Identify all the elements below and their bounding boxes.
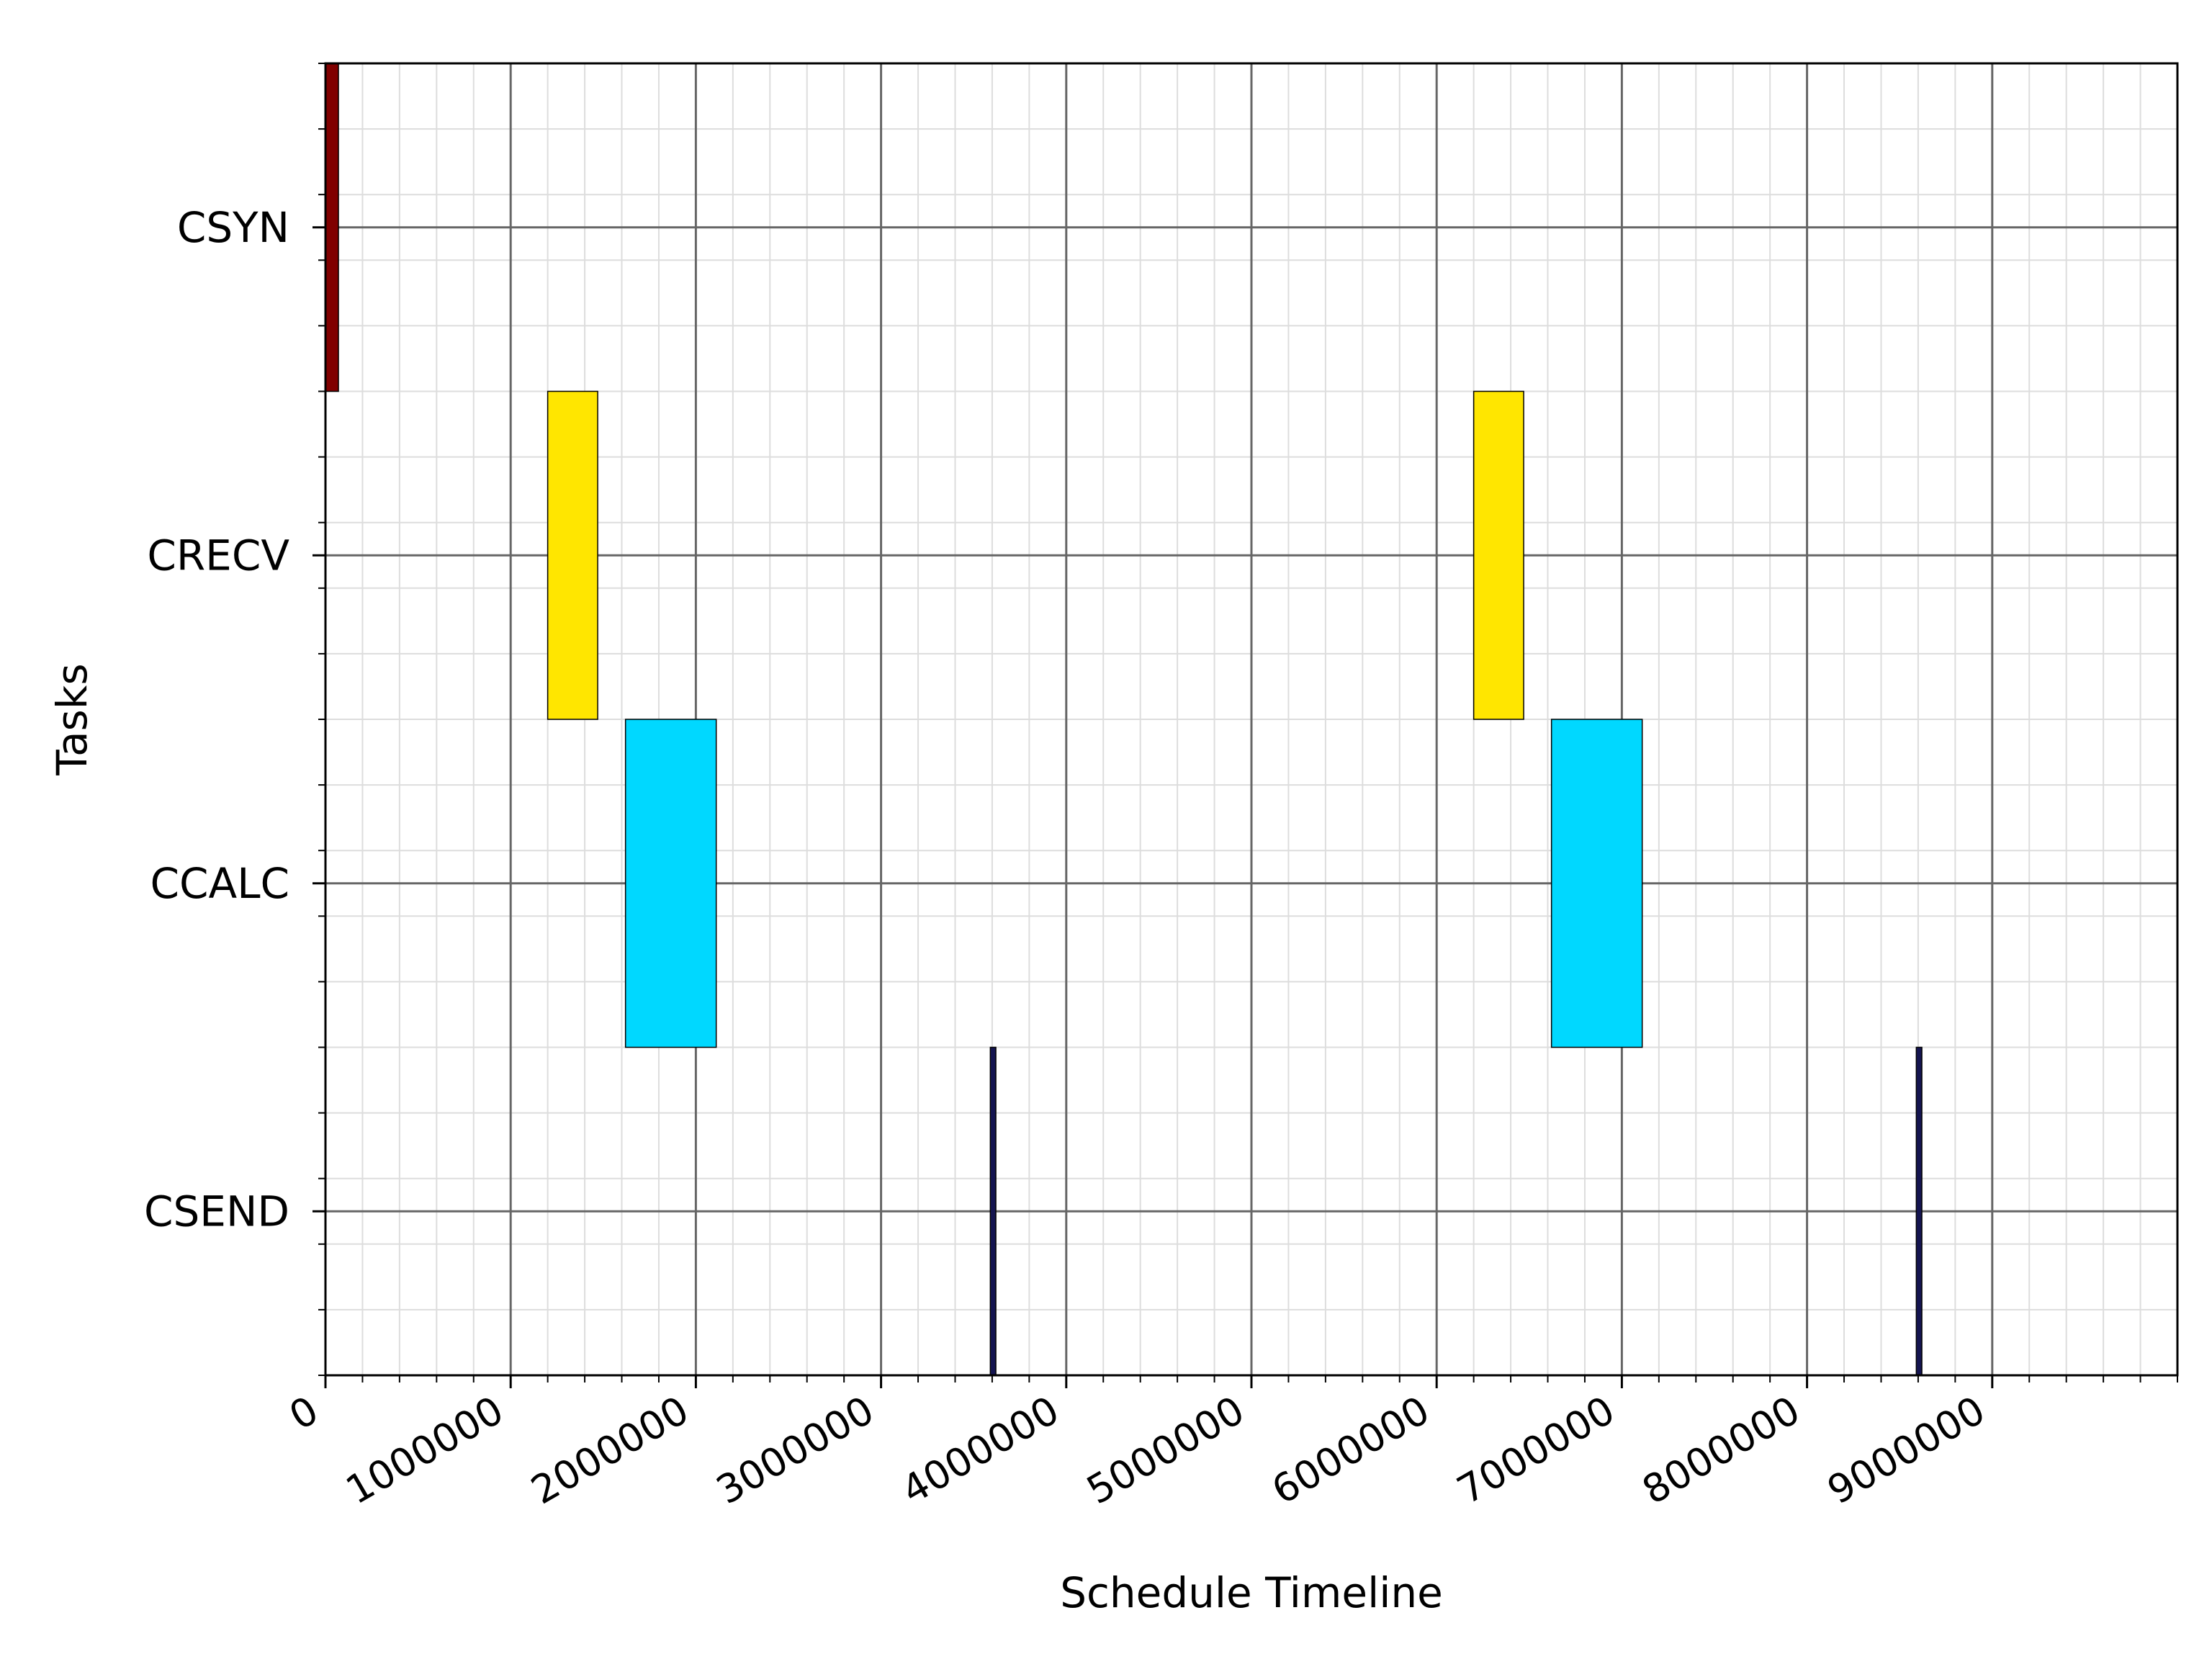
y-tick-label: CRECV [147, 531, 289, 580]
task-bar-csend [989, 1046, 997, 1376]
task-bar-csyn [325, 63, 339, 392]
y-tick-label: CCALC [150, 859, 289, 908]
axis-ticks [313, 63, 2178, 1388]
x-axis-label: Schedule Timeline [1060, 1568, 1443, 1617]
task-bar-csend [1915, 1046, 1923, 1376]
major-grid [324, 63, 2177, 1375]
y-tick-label: CSEND [144, 1187, 289, 1236]
task-bars [325, 63, 1923, 1376]
task-bar-crecv [1473, 390, 1524, 720]
y-tick-label: CSYN [177, 203, 289, 252]
y-tick-labels: CSYN CRECV CCALC CSEND [144, 203, 289, 1236]
task-bar-ccalc [1550, 719, 1643, 1048]
task-bar-crecv [547, 390, 598, 720]
task-bar-ccalc [624, 719, 717, 1048]
y-axis-label: Tasks [48, 663, 96, 775]
